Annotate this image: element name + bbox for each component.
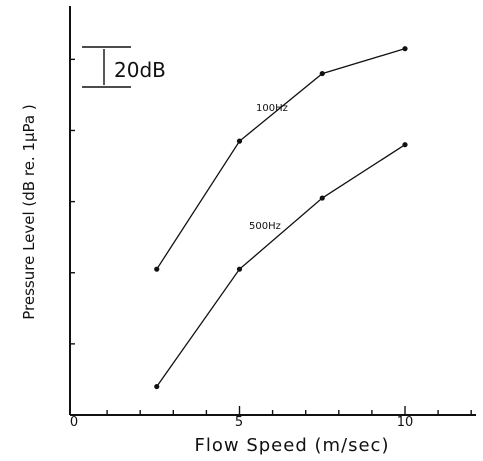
- data-point-500hz-1: [236, 266, 243, 272]
- series-label-500hz: 500Hz: [249, 221, 281, 232]
- scale-bar: 20dB: [82, 46, 166, 88]
- x-axis-ticks: [106, 406, 472, 415]
- series-layer: [154, 46, 408, 390]
- x-axis-label: Flow Speed (m/sec): [195, 435, 390, 456]
- series-label-100hz: 100Hz: [256, 103, 288, 114]
- data-point-500hz-3: [402, 142, 408, 148]
- series-line-100hz: [156, 48, 406, 270]
- data-point-500hz-0: [154, 383, 160, 390]
- x-tick-label-5: 5: [235, 415, 243, 430]
- data-point-500hz-2: [319, 195, 325, 201]
- data-point-100hz-1: [236, 138, 243, 144]
- series-line-500hz: [156, 144, 406, 387]
- data-point-100hz-3: [402, 46, 408, 52]
- x-tick-label-0: 0: [70, 415, 78, 430]
- data-point-100hz-2: [319, 70, 325, 77]
- y-axis-ticks: [70, 58, 75, 345]
- x-tick-label-10: 10: [397, 415, 414, 430]
- data-point-100hz-0: [154, 266, 160, 272]
- y-axis-label: Pressure Level (dB re. 1μPa ): [20, 104, 38, 320]
- scale-bar-label: 20dB: [114, 58, 166, 82]
